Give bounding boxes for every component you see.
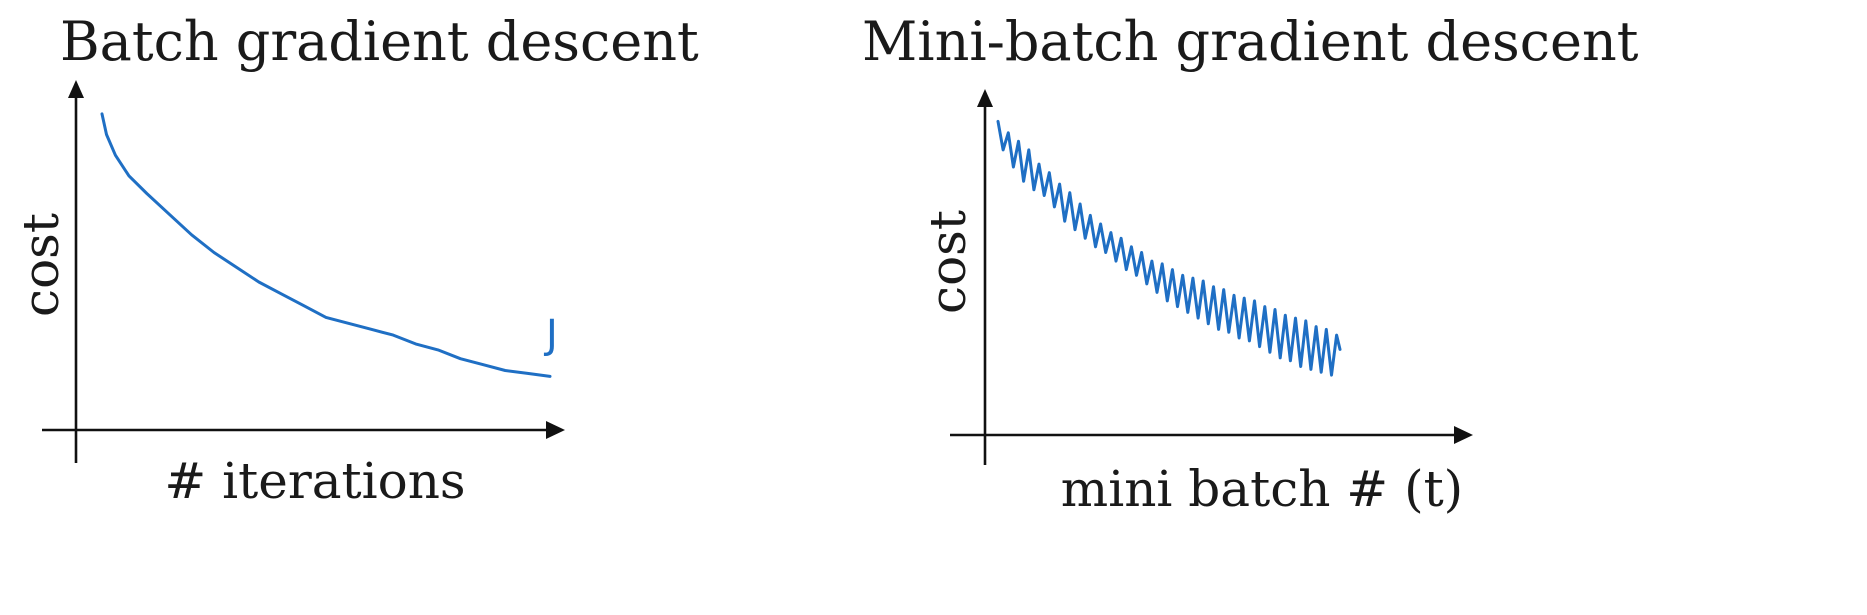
batch-gd-x-axis-arrow [546,421,565,439]
minibatch-gd-x-axis-arrow [1454,426,1473,444]
cost-j-annotation: J [543,312,558,358]
batch-gd-y-axis-arrow [68,80,84,98]
batch-gd-chart: Batch gradient descent cost # iterations… [12,10,699,510]
minibatch-gd-cost-curve [996,119,1342,377]
minibatch-gd-title: Mini-batch gradient descent [862,10,1639,73]
minibatch-gd-y-axis-arrow [977,89,993,107]
batch-gd-y-label: cost [12,213,70,317]
batch-gd-cost-curve [100,112,552,378]
minibatch-gd-chart: Mini-batch gradient descent cost mini ba… [862,10,1639,518]
batch-gd-x-label: # iterations [164,452,465,510]
batch-gd-title: Batch gradient descent [60,10,699,73]
minibatch-gd-y-label: cost [919,210,977,314]
minibatch-gd-x-label: mini batch # (t) [1061,460,1463,518]
